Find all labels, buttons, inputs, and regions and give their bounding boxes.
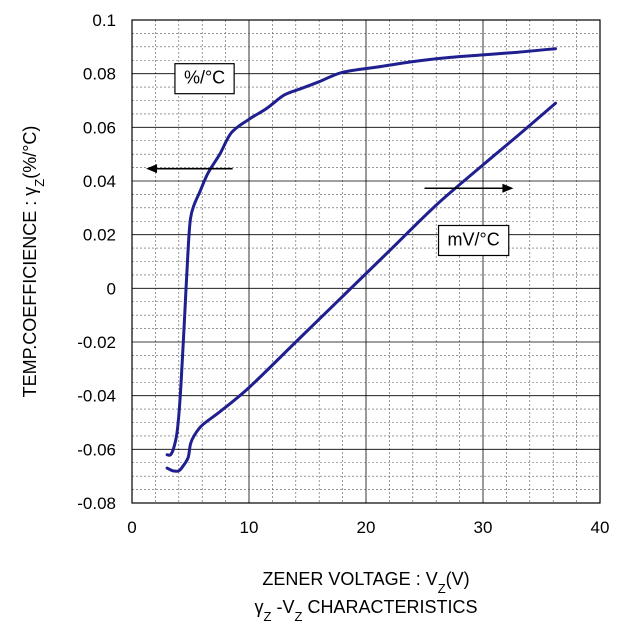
y-tick-label: 0.08 <box>83 65 116 84</box>
series-layer <box>165 47 557 473</box>
y-tick-label: -0.06 <box>77 440 116 459</box>
axis-arrow-head <box>146 164 158 174</box>
y-tick-label: -0.08 <box>77 494 116 513</box>
x-axis-title: ZENER VOLTAGE : VZ(V) <box>262 569 469 596</box>
y-axis-title: TEMP.COEFFICIENCE : γZ(%/°C) <box>20 126 47 398</box>
series-label-box <box>437 224 510 257</box>
y-tick-label: 0 <box>107 279 116 298</box>
x-tick-label: 10 <box>240 518 259 537</box>
y-tick-label: 0.06 <box>83 118 116 137</box>
axis-arrow-head <box>502 183 514 193</box>
x-tick-label: 30 <box>474 518 493 537</box>
y-tick-label: 0.1 <box>92 11 116 30</box>
tick-layer: 0 10 20 30 40 -0.08 -0.06 -0.04 -0.02 0 0.02 0.04 0.… <box>77 11 609 537</box>
y-tick-label: 0.02 <box>83 226 116 245</box>
series-label-box <box>174 63 235 95</box>
series-line-mv <box>165 101 557 473</box>
x-tick-label: 20 <box>357 518 376 537</box>
chart-title: γZ -VZ CHARACTERISTICS <box>255 597 478 624</box>
annotation-layer: %/°C mV/°C <box>174 63 510 257</box>
y-tick-label: 0.04 <box>83 172 116 191</box>
x-tick-label: 0 <box>127 518 136 537</box>
series-label-text: mV/°C <box>448 229 500 249</box>
series-label-mv: mV/°C <box>437 224 510 257</box>
grid <box>132 20 600 503</box>
series-label-percent: %/°C <box>174 63 235 95</box>
arrow-layer <box>146 164 514 193</box>
y-tick-label: -0.04 <box>77 387 116 406</box>
series-label-text: %/°C <box>184 68 225 88</box>
x-tick-label: 40 <box>591 518 610 537</box>
y-tick-label: -0.02 <box>77 333 116 352</box>
series-line-percent <box>165 47 557 457</box>
plot-frame <box>131 19 601 504</box>
